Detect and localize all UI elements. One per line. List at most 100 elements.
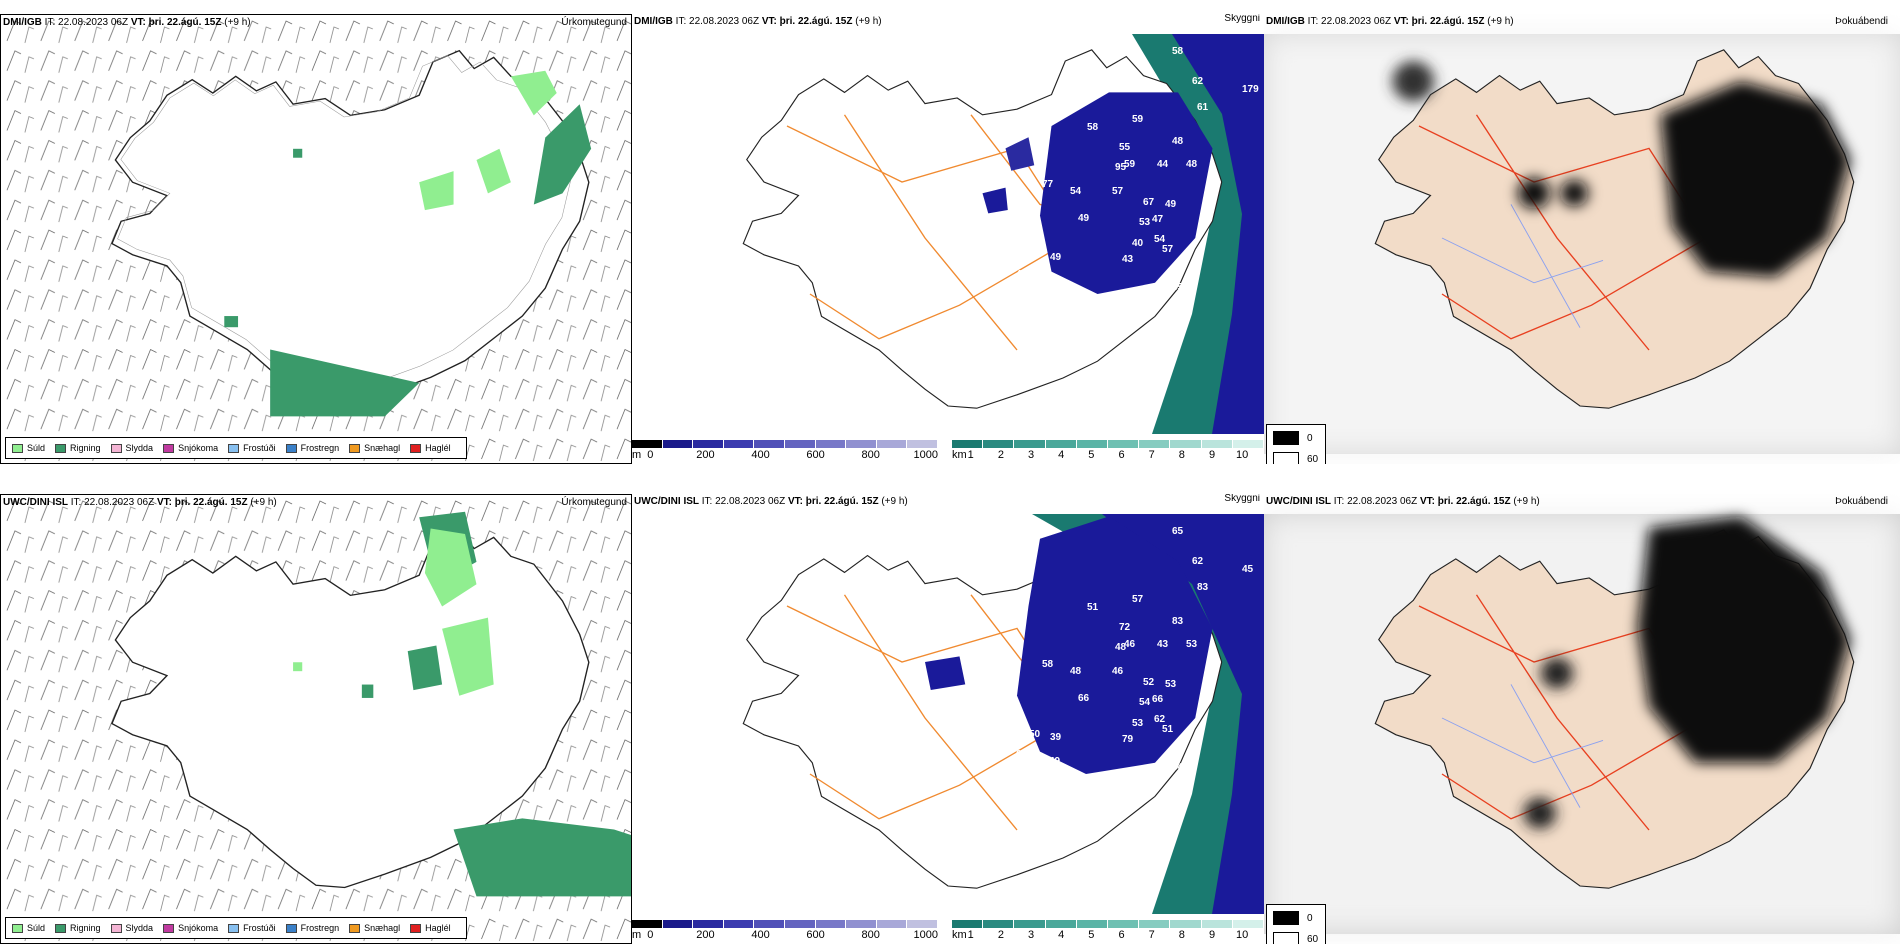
vt-value: þri. 22.ágú. 15Z: [779, 16, 853, 27]
visibility-panel-dmi: DMI/IGB IT: 22.08.2023 06Z VT: þri. 22.á…: [632, 14, 1264, 464]
visibility-value-label: 50: [1049, 276, 1061, 287]
precip-label: Slydda: [125, 923, 154, 933]
it-label: IT:: [1307, 16, 1319, 27]
fog-label: 60: [1307, 453, 1319, 465]
visibility-color-step: [846, 440, 877, 448]
visibility-tick-label: 7: [1148, 929, 1155, 941]
visibility-value-label: 48: [1070, 666, 1082, 677]
visibility-value-label: 72: [1119, 622, 1131, 633]
precip-swatch: [110, 923, 122, 933]
precip-label: Súld: [27, 443, 46, 453]
lead-time: (+9 h): [881, 496, 908, 507]
it-value: 22.08.2023 06Z: [1321, 16, 1392, 27]
visibility-tick-label: 7: [1148, 449, 1155, 461]
visibility-color-step: [723, 440, 755, 448]
visibility-color-step: [1045, 920, 1077, 928]
it-label: IT:: [44, 17, 56, 28]
precip-legend-item: Frostregn: [285, 443, 339, 453]
it-label: IT:: [675, 16, 687, 27]
lead-time: (+9 h): [250, 497, 277, 508]
visibility-value-label: 49: [1049, 756, 1061, 767]
vt-label: VT:: [787, 496, 803, 507]
precip-label: Súld: [27, 923, 46, 933]
visibility-value-label: 62: [1192, 556, 1204, 567]
visibility-value-label: 49: [1165, 199, 1177, 210]
visibility-value-label: 65: [1016, 749, 1028, 760]
visibility-value-label: 39: [1050, 732, 1062, 743]
visibility-value-label: 48: [1186, 159, 1198, 170]
panel-title: Skyggni: [1224, 494, 1260, 504]
visibility-value-label: 85: [1050, 314, 1062, 325]
visibility-value-label: 59: [1132, 114, 1144, 125]
fog-label: 0: [1307, 912, 1313, 924]
visibility-value-label: 57: [1112, 186, 1124, 197]
visibility-color-step: [632, 440, 663, 448]
visibility-unit: km: [952, 929, 967, 941]
visibility-map: [742, 514, 1264, 914]
visibility-value-label: 58: [1172, 46, 1184, 57]
visibility-color-step: [876, 440, 908, 448]
precip-swatch: [163, 923, 175, 933]
precip-legend-item: Rigning: [55, 443, 101, 453]
visibility-color-step: [846, 920, 877, 928]
visibility-value-label: 58: [1087, 122, 1099, 133]
visibility-tick-label: 5: [1088, 929, 1095, 941]
visibility-tick-label: 2: [997, 929, 1004, 941]
visibility-color-step: [754, 440, 785, 448]
visibility-value-label: 77: [1042, 179, 1054, 190]
model-name: DMI/IGB: [1266, 16, 1305, 27]
precip-panel-uwc: UWC/DINI ISL IT: 22.08.2023 06Z VT: þri.…: [0, 494, 632, 944]
visibility-value-label: 54: [980, 714, 992, 725]
visibility-value-label: 45: [1172, 282, 1184, 293]
visibility-color-step: [1108, 440, 1140, 448]
visibility-tick-label: 9: [1208, 929, 1216, 941]
visibility-tick-label: 200: [696, 449, 715, 461]
visibility-color-step: [1014, 440, 1046, 448]
precip-legend: Súld Rigning Slydda Snjókoma Frostúði Frostre…: [5, 917, 467, 939]
vt-label: VT:: [156, 497, 172, 508]
fog-map: [1264, 514, 1900, 934]
visibility-tick-label: 10: [1236, 929, 1249, 941]
visibility-value-label: 56: [1002, 724, 1014, 735]
visibility-color-step: [983, 920, 1015, 928]
fog-swatch: [1273, 932, 1299, 944]
vt-value: þri. 22.ágú. 15Z: [174, 497, 248, 508]
precip-label: Haglél: [425, 443, 451, 453]
precip-label: Frostúði: [243, 923, 276, 933]
visibility-value-label: 89: [782, 82, 794, 93]
visibility-value-label: 55: [1119, 142, 1131, 153]
fog-swatch: [1273, 452, 1299, 464]
fog-panel-dmi: DMI/IGB IT: 22.08.2023 06Z VT: þri. 22.á…: [1264, 14, 1900, 464]
visibility-tick-label: 400: [751, 929, 770, 941]
fog-swatch: [1273, 911, 1299, 925]
visibility-value-label: 69: [962, 715, 974, 726]
precip-legend-item: Snæhagl: [349, 443, 400, 453]
visibility-value-label: 62: [1154, 714, 1166, 725]
precip-map: [1, 15, 631, 463]
visibility-km-legend: km 1 2 3 4 5 6 7 8 9 10: [952, 920, 1264, 944]
visibility-color-step: [1232, 440, 1264, 448]
precip-swatch: [12, 923, 23, 933]
visibility-value-label: 53: [1132, 718, 1144, 729]
fog-legend: 0 60: [1266, 424, 1326, 464]
visibility-unit: m: [632, 929, 642, 941]
precip-legend-item: Haglél: [410, 923, 451, 933]
visibility-value-label: 79: [1122, 734, 1134, 745]
visibility-value-label: 40: [1132, 238, 1144, 249]
lead-time: (+9 h): [1513, 496, 1540, 507]
precip-legend-item: Snjókoma: [163, 923, 218, 933]
precip-swatch: [349, 923, 361, 933]
visibility-tick-label: 4: [1058, 449, 1065, 461]
visibility-value-label: 48: [1115, 642, 1127, 653]
vt-value: þri. 22.ágú. 15Z: [1437, 496, 1511, 507]
visibility-tick-label: 0: [647, 449, 654, 461]
it-value: 22.08.2023 06Z: [715, 496, 786, 507]
visibility-tick-label: 6: [1118, 449, 1125, 461]
vt-value: þri. 22.ágú. 15Z: [1411, 16, 1485, 27]
it-label: IT:: [1333, 496, 1345, 507]
visibility-tick-label: 5: [1088, 449, 1095, 461]
visibility-value-label: 43: [1122, 254, 1134, 265]
visibility-value-label: 57: [1162, 244, 1174, 255]
precip-swatch: [228, 443, 240, 453]
visibility-value-label: 51: [1162, 724, 1174, 735]
